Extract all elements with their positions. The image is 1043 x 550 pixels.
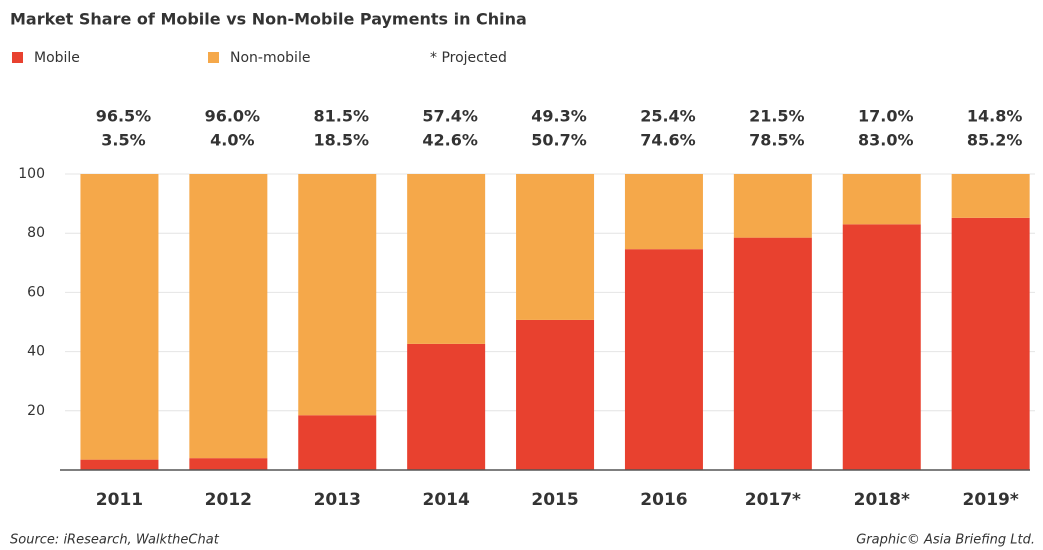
value-label: 96.5% [96, 107, 152, 126]
chart-title: Market Share of Mobile vs Non-Mobile Pay… [10, 10, 527, 29]
bar-segment [842, 224, 921, 470]
bar-segment [298, 415, 377, 470]
bar-segment [298, 174, 377, 416]
value-label: 81.5% [313, 107, 369, 126]
y-tick-label: 60 [27, 284, 45, 300]
value-label: 78.5% [749, 131, 805, 150]
bar-segment [733, 174, 812, 238]
y-tick-label: 20 [27, 403, 45, 419]
note: * Projected [430, 50, 507, 66]
bar-segment [80, 174, 159, 460]
bar-segment [516, 174, 595, 320]
bar-segment [951, 174, 1030, 218]
bar-segment [624, 174, 703, 250]
y-tick-label: 40 [27, 344, 45, 360]
value-label: 83.0% [858, 131, 914, 150]
value-label: 3.5% [101, 131, 145, 150]
bar-segment [80, 459, 159, 470]
source: Source: iResearch, WalktheChat [10, 533, 220, 548]
x-tick-label: 2017* [745, 490, 801, 510]
bar-segment [407, 343, 486, 470]
y-tick-label: 100 [18, 166, 45, 182]
legend-label: Non-mobile [230, 50, 310, 66]
value-label: 25.4% [640, 107, 696, 126]
x-tick-label: 2014 [422, 490, 469, 510]
y-tick-label: 80 [27, 225, 45, 241]
bar-segment [624, 249, 703, 470]
x-tick-label: 2018* [854, 490, 910, 510]
value-label: 50.7% [531, 131, 587, 150]
bar-segment [189, 458, 268, 470]
legend-label: Mobile [34, 50, 80, 66]
x-tick-label: 2013 [314, 490, 361, 510]
x-tick-label: 2016 [640, 490, 687, 510]
legend-swatch [208, 52, 219, 63]
bar-segment [516, 319, 595, 470]
value-label: 96.0% [205, 107, 261, 126]
value-label: 4.0% [210, 131, 254, 150]
x-tick-label: 2011 [96, 490, 143, 510]
value-label: 42.6% [422, 131, 478, 150]
value-label: 18.5% [313, 131, 369, 150]
value-label: 57.4% [422, 107, 478, 126]
value-label: 49.3% [531, 107, 587, 126]
x-tick-label: 2019* [963, 490, 1019, 510]
legend-swatch [12, 52, 23, 63]
x-tick-label: 2012 [205, 490, 252, 510]
bar-segment [189, 174, 268, 459]
value-label: 74.6% [640, 131, 696, 150]
credit: Graphic© Asia Briefing Ltd. [856, 533, 1035, 548]
bar-segment [842, 174, 921, 225]
bar-segment [733, 237, 812, 470]
value-label: 21.5% [749, 107, 805, 126]
value-label: 17.0% [858, 107, 914, 126]
bar-segment [951, 217, 1030, 470]
value-label: 85.2% [967, 131, 1023, 150]
x-tick-label: 2015 [531, 490, 578, 510]
bar-segment [407, 174, 486, 344]
value-label: 14.8% [967, 107, 1023, 126]
